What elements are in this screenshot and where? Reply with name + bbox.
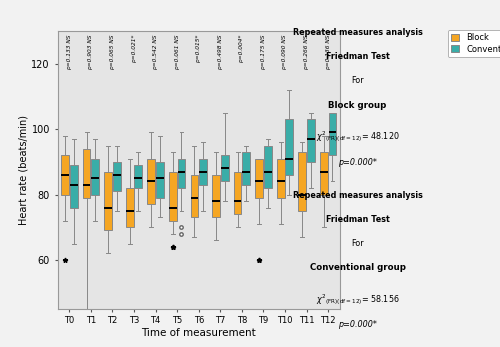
PathPatch shape <box>212 175 220 217</box>
Text: p=0.015*: p=0.015* <box>196 34 201 63</box>
PathPatch shape <box>328 113 336 155</box>
PathPatch shape <box>199 159 207 185</box>
Text: $\chi^2$$_{\mathsf{(FR)(df=12)}}$= 48.120: $\chi^2$$_{\mathsf{(FR)(df=12)}}$= 48.12… <box>316 130 400 145</box>
PathPatch shape <box>134 165 142 188</box>
PathPatch shape <box>178 159 186 188</box>
PathPatch shape <box>113 162 120 191</box>
PathPatch shape <box>242 152 250 185</box>
PathPatch shape <box>234 172 241 214</box>
PathPatch shape <box>148 159 155 204</box>
Text: p=0.498 NS: p=0.498 NS <box>218 34 223 70</box>
PathPatch shape <box>70 165 78 208</box>
Text: $\chi^2$$_{\mathsf{(FR)(df=12)}}$= 58.156: $\chi^2$$_{\mathsf{(FR)(df=12)}}$= 58.15… <box>316 293 400 308</box>
PathPatch shape <box>264 145 272 188</box>
Legend: Block, Conventional: Block, Conventional <box>448 30 500 57</box>
PathPatch shape <box>190 175 198 217</box>
Text: p=0.136 NS: p=0.136 NS <box>326 34 330 70</box>
Text: p=0.000*: p=0.000* <box>338 158 377 167</box>
Text: p=0.004*: p=0.004* <box>240 34 244 63</box>
PathPatch shape <box>92 159 99 195</box>
PathPatch shape <box>220 155 228 181</box>
Text: Friedman Test: Friedman Test <box>326 215 390 224</box>
Text: p=0.021*: p=0.021* <box>132 34 136 63</box>
Y-axis label: Heart rate (beats/min): Heart rate (beats/min) <box>18 115 28 225</box>
Text: For: For <box>351 239 364 248</box>
Text: p=0.061 NS: p=0.061 NS <box>174 34 180 70</box>
Text: p=0.065 NS: p=0.065 NS <box>110 34 115 70</box>
X-axis label: Time of measurement: Time of measurement <box>142 328 256 338</box>
PathPatch shape <box>156 162 164 198</box>
Text: p=0.903 NS: p=0.903 NS <box>88 34 94 70</box>
Text: p=0.175 NS: p=0.175 NS <box>261 34 266 70</box>
Text: p=0.090 NS: p=0.090 NS <box>282 34 288 70</box>
Text: Repeated measures analysis: Repeated measures analysis <box>292 191 422 200</box>
PathPatch shape <box>307 119 315 162</box>
PathPatch shape <box>104 172 112 230</box>
Text: p=0.000*: p=0.000* <box>338 321 377 329</box>
PathPatch shape <box>255 159 263 198</box>
PathPatch shape <box>286 119 293 175</box>
Text: Friedman Test: Friedman Test <box>326 52 390 61</box>
Text: Conventional group: Conventional group <box>310 263 406 272</box>
PathPatch shape <box>298 152 306 211</box>
Text: For: For <box>351 76 364 85</box>
PathPatch shape <box>320 152 328 195</box>
PathPatch shape <box>277 159 284 198</box>
Text: p=0.542 NS: p=0.542 NS <box>153 34 158 70</box>
PathPatch shape <box>169 172 177 221</box>
PathPatch shape <box>126 188 134 227</box>
Text: p=0.266 NS: p=0.266 NS <box>304 34 309 70</box>
Text: p=0.133 NS: p=0.133 NS <box>67 34 72 70</box>
PathPatch shape <box>61 155 69 195</box>
PathPatch shape <box>82 149 90 198</box>
Text: Repeated measures analysis: Repeated measures analysis <box>292 28 422 37</box>
Text: Block group: Block group <box>328 101 386 110</box>
